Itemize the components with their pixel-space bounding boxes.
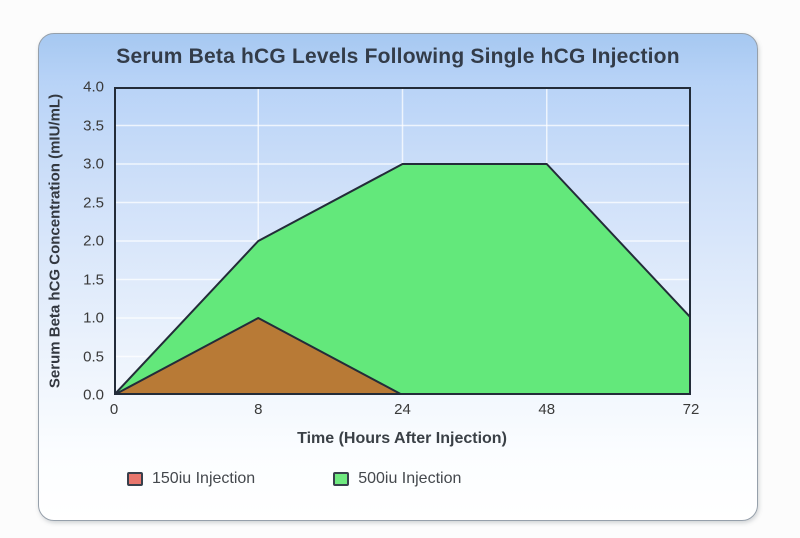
y-tick-label: 1.5: [83, 271, 104, 288]
legend-item-150iu-injection: 150iu Injection: [127, 470, 255, 488]
x-axis-title: Time (Hours After Injection): [297, 430, 507, 447]
y-tick-label: 3.0: [83, 155, 104, 173]
y-axis-title: Serum Beta hCG Concentration (mIU/mL): [46, 93, 64, 389]
chart-svg: [114, 87, 691, 395]
chart-title: Serum Beta hCG Levels Following Single h…: [116, 45, 680, 68]
x-tick-label: 48: [538, 401, 556, 418]
x-tick-label: 8: [254, 401, 263, 418]
legend-label: 150iu Injection: [152, 470, 256, 487]
legend: 150iu Injection 500iu Injection: [127, 470, 461, 488]
y-tick-label: 0.5: [83, 348, 104, 365]
y-tick-label: 2.5: [83, 194, 104, 211]
plot-border: [114, 87, 691, 395]
chart-card: Serum Beta hCG Levels Following Single h…: [38, 33, 758, 521]
y-tick-label: 0.0: [83, 386, 104, 404]
legend-swatch-icon: [127, 472, 143, 486]
y-tick-label: 3.5: [83, 117, 104, 134]
y-tick-label: 1.0: [83, 309, 104, 327]
legend-label: 500iu Injection: [358, 470, 462, 487]
x-tick-label: 24: [394, 401, 411, 418]
y-tick-label: 2.0: [83, 232, 104, 250]
plot-area: [114, 87, 691, 395]
series-area-150iu-injection: [114, 317, 691, 395]
legend-swatch-icon: [333, 472, 350, 486]
y-tick-label: 4.0: [83, 78, 104, 96]
x-tick-label: 72: [682, 401, 700, 418]
x-tick-label: 0: [109, 401, 119, 418]
legend-item-500iu-injection: 500iu Injection: [333, 470, 461, 488]
